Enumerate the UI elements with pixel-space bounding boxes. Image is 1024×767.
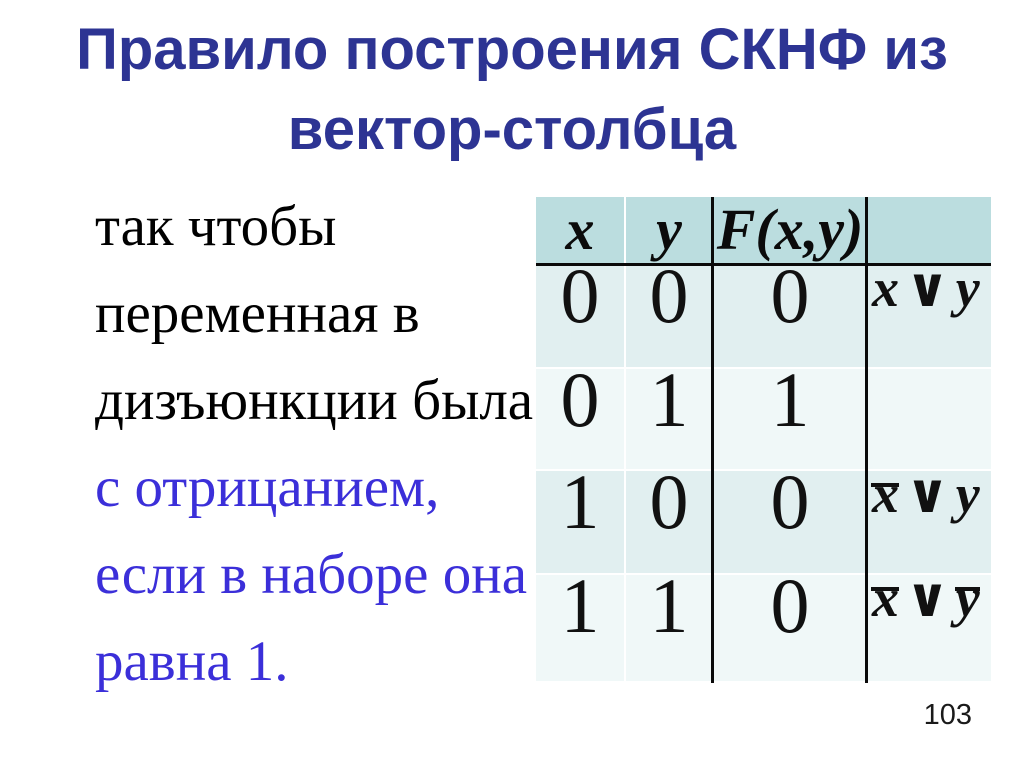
value-r2-f: 1	[770, 356, 810, 443]
title-line-2: вектор-столбца	[287, 97, 737, 162]
cell-r1-x: 0	[536, 257, 624, 367]
cell-r4-x: 1	[536, 567, 624, 681]
cell-r3-f: 0	[714, 463, 866, 573]
header-cell-formula	[868, 197, 991, 263]
cell-r4-formula: x ∨ y	[868, 571, 991, 681]
or-operator: ∨	[905, 568, 950, 628]
body-line-5: если в наборе она	[95, 543, 528, 606]
value-r3-f: 0	[770, 458, 810, 545]
title-line-1: Правило построения СКНФ из	[76, 17, 948, 82]
variable: x	[872, 258, 899, 318]
variable: y	[955, 464, 980, 524]
cell-r2-f: 1	[714, 361, 866, 469]
or-operator: ∨	[905, 258, 950, 318]
cell-r1-f: 0	[714, 257, 866, 367]
cell-r4-f: 0	[714, 567, 866, 681]
formula-r1: x ∨ y	[872, 261, 980, 315]
value-r1-y: 0	[649, 252, 689, 339]
cell-r2-y: 1	[626, 361, 712, 469]
value-r4-x: 1	[560, 562, 600, 649]
cell-r3-x: 1	[536, 463, 624, 573]
value-r2-y: 1	[649, 356, 689, 443]
body-line-3: дизъюнкции была	[95, 369, 534, 432]
cell-r4-y: 1	[626, 567, 712, 681]
cell-r1-y: 0	[626, 257, 712, 367]
body-line-2: переменная в	[95, 282, 420, 345]
value-r4-f: 0	[770, 562, 810, 649]
body-line-4: с отрицанием,	[95, 456, 440, 519]
body-line-6: равна 1.	[95, 630, 289, 693]
cell-r2-x: 0	[536, 361, 624, 469]
value-r3-y: 0	[649, 458, 689, 545]
header-underline	[536, 263, 991, 266]
cell-r3-formula: x ∨ y	[868, 467, 991, 573]
slide-title: Правило построения СКНФ из вектор-столбц…	[0, 10, 1024, 170]
body-text: так чтобы переменная в дизъюнкции была с…	[95, 183, 545, 705]
negated-variable: x	[871, 568, 899, 628]
cell-r2-formula	[868, 369, 991, 469]
value-r3-x: 1	[560, 458, 600, 545]
value-r1-f: 0	[770, 252, 810, 339]
header-cell-x: x	[536, 197, 624, 263]
truth-table: x y F(x,y) 0 0 0 x ∨ y 0 1 1 1 0 0 x ∨ y 1 1…	[536, 197, 991, 683]
header-cell-y: y	[626, 197, 712, 263]
header-cell-f: F(x,y)	[714, 197, 866, 263]
page-number: 103	[923, 699, 972, 731]
cell-r1-formula: x ∨ y	[868, 261, 991, 367]
negated-variable: x	[871, 464, 899, 524]
value-r4-y: 1	[649, 562, 689, 649]
value-r1-x: 0	[560, 252, 600, 339]
column-divider-formula	[865, 197, 868, 683]
body-line-1: так чтобы	[95, 195, 337, 258]
formula-r3: x ∨ y	[871, 464, 980, 524]
column-divider-f	[711, 197, 714, 683]
negated-variable: y	[954, 568, 980, 628]
variable: y	[955, 258, 980, 318]
formula-r4: x ∨ y	[871, 568, 980, 628]
value-r2-x: 0	[560, 356, 600, 443]
or-operator: ∨	[905, 464, 950, 524]
cell-r3-y: 0	[626, 463, 712, 573]
